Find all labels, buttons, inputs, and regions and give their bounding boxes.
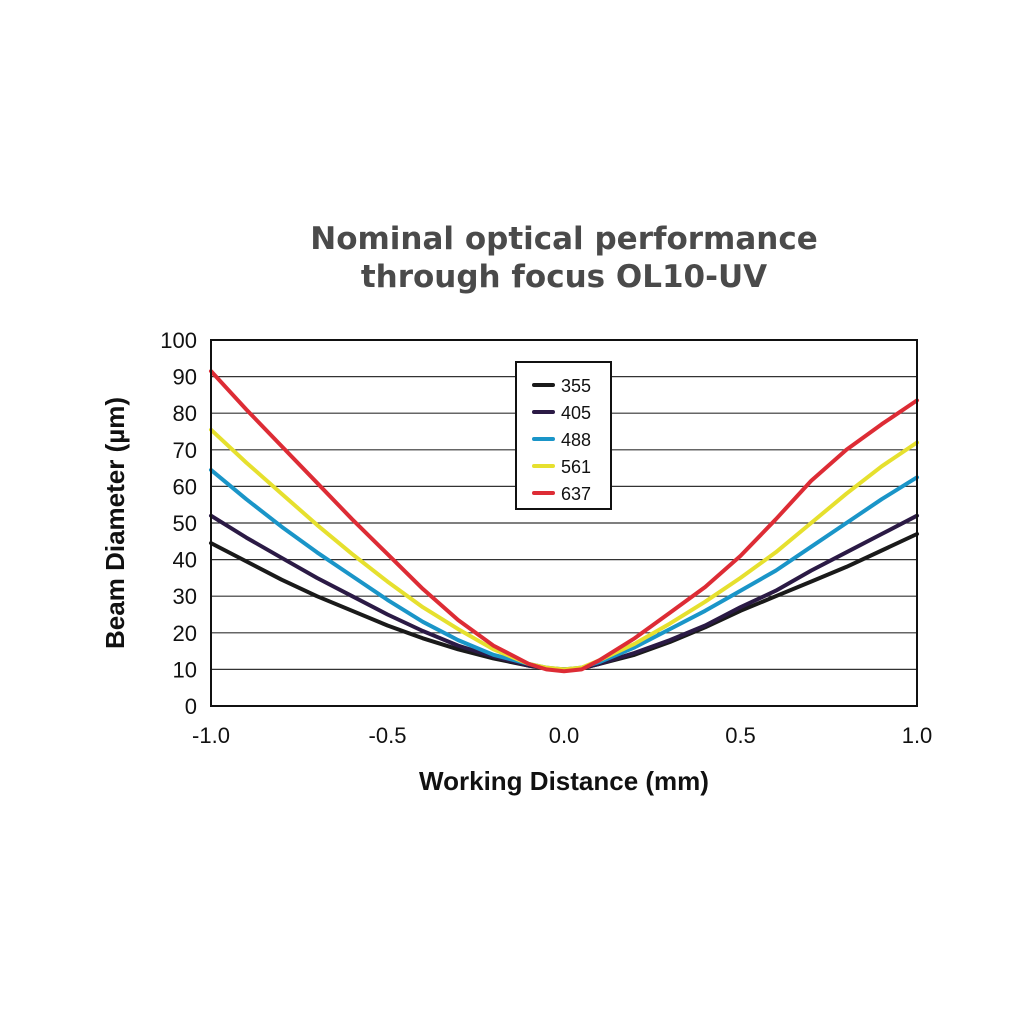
- chart-title-line-1: Nominal optical performance: [310, 221, 818, 257]
- legend-label-561: 561: [561, 457, 591, 477]
- x-tick-label: 1.0: [902, 723, 933, 748]
- y-tick-label: 80: [173, 401, 197, 426]
- legend-box: [515, 361, 612, 510]
- y-tick-label: 40: [173, 548, 197, 573]
- x-axis-ticks: -1.0 -0.5 0.0 0.5 1.0: [192, 723, 932, 748]
- y-tick-label: 90: [173, 365, 197, 390]
- y-tick-label: 30: [173, 584, 197, 609]
- legend: 355 405 488 561 637: [515, 361, 612, 510]
- legend-label-488: 488: [561, 430, 591, 450]
- x-tick-label: -1.0: [192, 723, 230, 748]
- series-line-405: [209, 513, 919, 672]
- y-tick-label: 20: [173, 621, 197, 646]
- y-axis-ticks: 0 10 20 30 40 50 60 70 80 90 100: [160, 328, 197, 719]
- plot-frame: [210, 339, 918, 707]
- legend-label-405: 405: [561, 403, 591, 423]
- y-tick-label: 0: [185, 694, 197, 719]
- series-line-637: [209, 369, 919, 674]
- x-tick-label: 0.5: [725, 723, 756, 748]
- chart-title-line-2: through focus OL10-UV: [360, 259, 768, 295]
- x-tick-label: -0.5: [369, 723, 407, 748]
- x-axis-label: Working Distance (mm): [419, 766, 709, 796]
- legend-label-637: 637: [561, 484, 591, 504]
- y-tick-label: 70: [173, 438, 197, 463]
- series-lines: [209, 369, 919, 674]
- legend-label-355: 355: [561, 376, 591, 396]
- y-axis-label: Beam Diameter (µm): [100, 397, 130, 649]
- x-tick-label: 0.0: [549, 723, 580, 748]
- y-tick-label: 10: [173, 657, 197, 682]
- y-tick-label: 100: [160, 328, 197, 353]
- y-tick-label: 60: [173, 474, 197, 499]
- chart-title: Nominal optical performance through focu…: [214, 220, 914, 296]
- y-tick-label: 50: [173, 511, 197, 536]
